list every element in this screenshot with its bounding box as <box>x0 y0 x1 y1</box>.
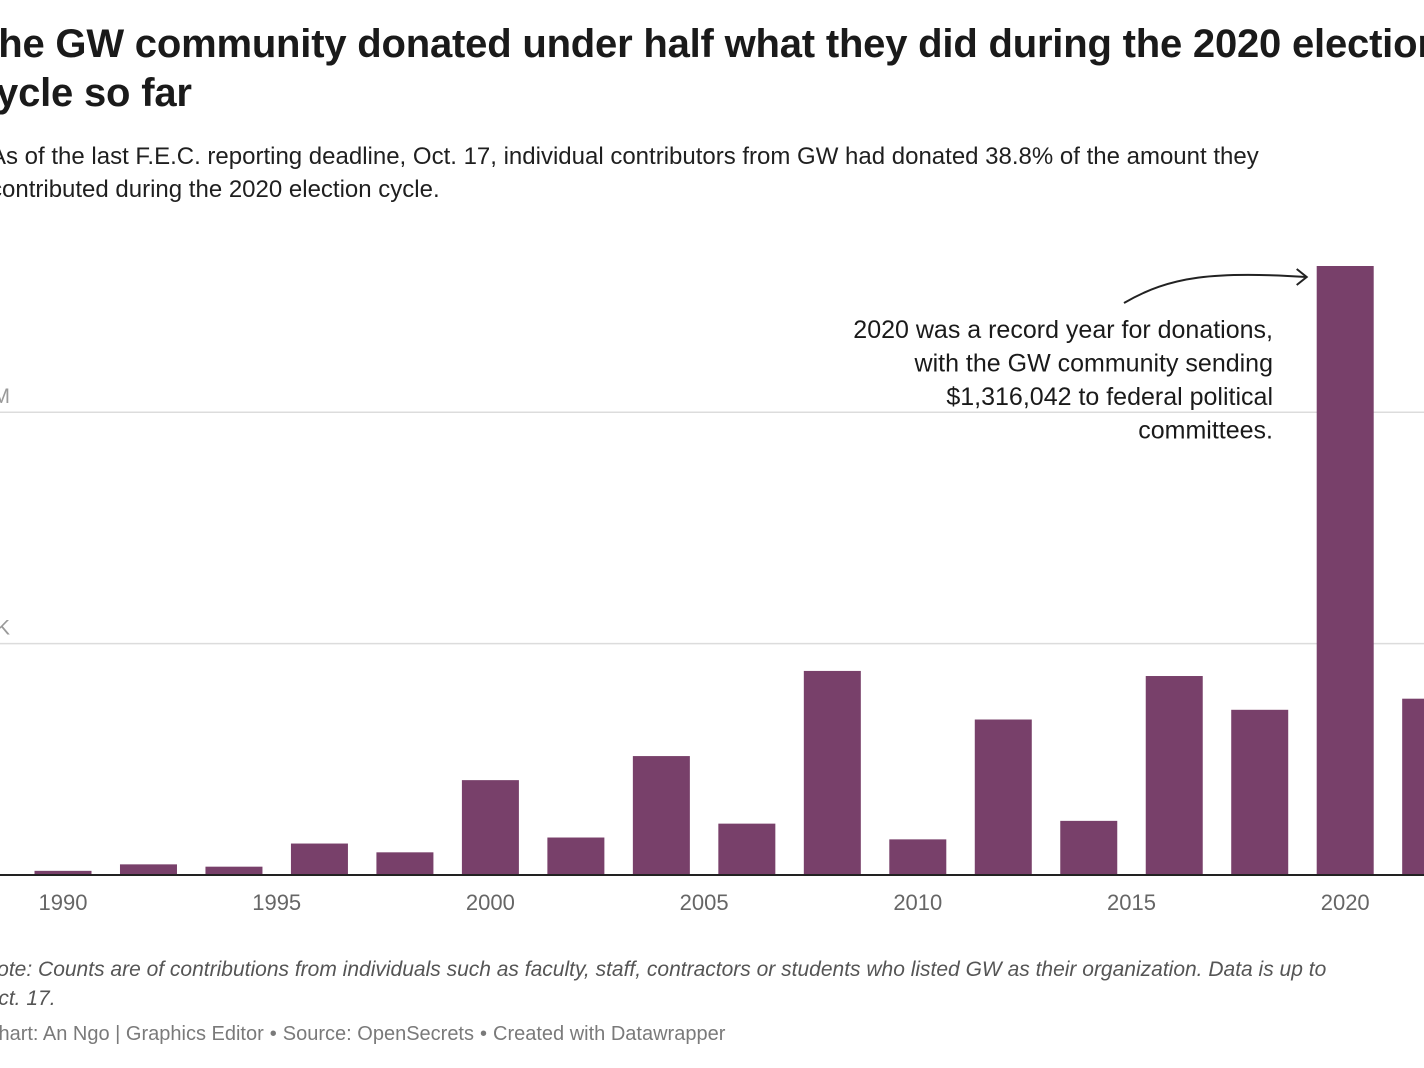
x-tick-label: 1995 <box>252 890 301 915</box>
annotation-arrow <box>1123 273 1307 304</box>
annotation: 2020 was a record year for donations, wit… <box>853 268 1309 445</box>
bars <box>34 266 1424 875</box>
bar-1998 <box>376 852 434 875</box>
bar-2000 <box>461 780 519 875</box>
x-tick-label: 2020 <box>1321 890 1370 915</box>
bar-chart: 500K 1M 1990 1995 2000 2005 2010 2015 2020 2020… <box>0 266 1424 915</box>
bar-1992 <box>119 864 177 875</box>
y-tick-label: 1M <box>0 385 10 408</box>
bar-1990 <box>34 870 92 875</box>
bar-2002 <box>547 837 605 875</box>
y-tick-label: 500K <box>0 617 10 640</box>
annotation-line: committees. <box>1138 417 1273 445</box>
annotation-arrowhead <box>1296 268 1309 286</box>
chart-note: Note: Counts are of contributions from i… <box>0 958 1327 1010</box>
bar-2004 <box>632 756 690 875</box>
credit-separator: • <box>269 1023 277 1045</box>
bar-1994 <box>205 866 263 875</box>
x-tick-label: 2010 <box>893 890 942 915</box>
bar-1996 <box>290 843 348 875</box>
bar-2012 <box>974 719 1032 875</box>
credit-source: Source: OpenSecrets <box>282 1023 474 1045</box>
x-tick-label: 1990 <box>39 890 88 915</box>
bar-2022 <box>1402 698 1424 875</box>
gridlines: 500K 1M <box>0 385 1424 645</box>
bar-2018 <box>1231 709 1289 875</box>
x-axis-ticks: 1990 1995 2000 2005 2010 2015 2020 <box>39 890 1370 915</box>
bar-2006 <box>718 823 776 875</box>
credit-tool: Created with Datawrapper <box>493 1023 726 1045</box>
credit-author: Chart: An Ngo | Graphics Editor <box>0 1023 264 1045</box>
bar-2014 <box>1060 820 1118 875</box>
credit-separator: • <box>480 1023 488 1045</box>
x-tick-label: 2005 <box>680 890 729 915</box>
annotation-line: with the GW community sending <box>914 350 1273 378</box>
bar-2020 <box>1316 266 1374 875</box>
annotation-text: 2020 was a record year for donations, wit… <box>853 316 1273 445</box>
bar-2016 <box>1145 676 1203 875</box>
x-tick-label: 2000 <box>466 890 515 915</box>
chart-subtitle: As of the last F.E.C. reporting deadline… <box>0 143 1259 203</box>
chart-credit: Chart: An Ngo | Graphics Editor • Source: … <box>0 1020 1424 1048</box>
bar-2010 <box>889 839 947 875</box>
annotation-line: 2020 was a record year for donations, <box>853 316 1273 344</box>
bar-2008 <box>803 670 861 875</box>
chart-title: The GW community donated under half what… <box>0 22 1424 115</box>
x-tick-label: 2015 <box>1107 890 1156 915</box>
annotation-line: $1,316,042 to federal political <box>946 383 1273 411</box>
